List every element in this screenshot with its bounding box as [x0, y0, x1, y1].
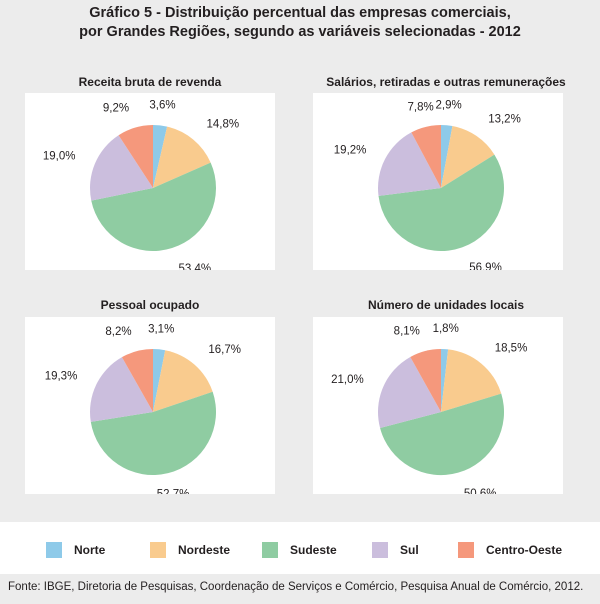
pie-slice-sul: [90, 135, 153, 201]
pie-label-nordeste: 14,8%: [207, 118, 240, 130]
legend-label-norte: Norte: [74, 543, 106, 557]
legend-swatch-norte: [46, 542, 62, 558]
pie-chart-pessoal: 3,1% 16,7% 52,7% 19,3% 8,2%: [45, 323, 241, 494]
pie-slice-sudeste: [91, 162, 217, 252]
pie-panel-unidades: 1,8% 18,5% 50,6% 21,0% 8,1%: [313, 317, 563, 494]
pie-label-sudeste: 56,9%: [469, 262, 502, 270]
pie-label-centro-oeste: 9,2%: [103, 103, 129, 115]
chart-title-receita: Receita bruta de revenda: [78, 75, 222, 89]
legend-label-centro-oeste: Centro-Oeste: [486, 543, 563, 557]
pie-panel-salarios: 2,9% 13,2% 56,9% 19,2% 7,8%: [313, 93, 563, 270]
legend-swatch-nordeste: [150, 542, 166, 558]
pie-slice-norte: [441, 125, 453, 188]
pie-label-sul: 19,2%: [334, 144, 367, 156]
pie-slice-sudeste: [380, 393, 505, 476]
legend-label-sul: Sul: [400, 543, 419, 557]
pie-slice-nordeste: [441, 126, 495, 188]
pie-label-sul: 21,0%: [331, 374, 364, 386]
pie-label-norte: 3,1%: [148, 323, 174, 335]
pie-slice-sul: [378, 132, 441, 196]
pie-slice-norte: [441, 349, 449, 412]
pie-chart-salarios: 2,9% 13,2% 56,9% 19,2% 7,8%: [334, 99, 521, 270]
pie-chart-unidades: 1,8% 18,5% 50,6% 21,0% 8,1%: [331, 323, 528, 494]
pie-slice-norte: [153, 349, 166, 412]
pie-label-nordeste: 13,2%: [488, 114, 521, 126]
pie-label-centro-oeste: 7,8%: [407, 102, 433, 114]
legend-swatch-centro-oeste: [458, 542, 474, 558]
pie-slice-sul: [377, 356, 441, 429]
pie-slice-sudeste: [90, 391, 217, 476]
figure-title: Gráfico 5 - Distribuição percentual das …: [0, 4, 600, 42]
chart-title-salarios: Salários, retiradas e outras remuneraçõe…: [326, 75, 566, 89]
pie-label-sul: 19,3%: [45, 371, 78, 383]
legend-label-nordeste: Nordeste: [178, 543, 231, 557]
pie-chart-receita: 3,6% 14,8% 53,4% 19,0% 9,2%: [43, 100, 240, 271]
pie-slice-centro-oeste: [118, 125, 153, 188]
figure-title-line-1: Gráfico 5 - Distribuição percentual das …: [89, 5, 511, 21]
legend-swatch-sudeste: [262, 542, 278, 558]
figure-title-line-2: por Grandes Regiões, segundo as variávei…: [79, 24, 521, 40]
legend-swatch-sul: [372, 542, 388, 558]
pie-slice-sul: [90, 357, 153, 422]
pie-label-norte: 2,9%: [435, 99, 461, 111]
pie-label-norte: 1,8%: [433, 323, 459, 335]
legend: Norte Nordeste Sudeste Sul Centro-Oeste: [0, 522, 600, 574]
pie-label-sudeste: 50,6%: [464, 488, 497, 494]
chart-title-unidades: Número de unidades locais: [367, 298, 525, 312]
pie-panel-receita: 3,6% 14,8% 53,4% 19,0% 9,2%: [25, 93, 275, 270]
pie-slice-centro-oeste: [410, 349, 441, 412]
pie-label-sudeste: 53,4%: [179, 263, 212, 270]
chart-title-pessoal: Pessoal ocupado: [100, 298, 200, 312]
pie-panel-pessoal: 3,1% 16,7% 52,7% 19,3% 8,2%: [25, 317, 275, 494]
pie-slice-centro-oeste: [121, 349, 153, 412]
pie-slice-centro-oeste: [411, 125, 441, 188]
pie-slice-norte: [153, 125, 168, 188]
pie-slice-nordeste: [153, 350, 213, 412]
pie-label-sul: 19,0%: [43, 151, 76, 163]
pie-slice-nordeste: [441, 349, 502, 412]
pie-label-nordeste: 16,7%: [208, 344, 241, 356]
legend-label-sudeste: Sudeste: [290, 543, 337, 557]
pie-slice-sudeste: [378, 154, 505, 252]
pie-label-centro-oeste: 8,2%: [105, 326, 131, 338]
pie-slice-nordeste: [153, 126, 211, 188]
pie-label-centro-oeste: 8,1%: [394, 326, 420, 338]
pie-label-norte: 3,6%: [149, 100, 175, 112]
pie-label-sudeste: 52,7%: [157, 489, 190, 494]
source-note: Fonte: IBGE, Diretoria de Pesquisas, Coo…: [8, 581, 584, 593]
pie-label-nordeste: 18,5%: [495, 342, 528, 354]
